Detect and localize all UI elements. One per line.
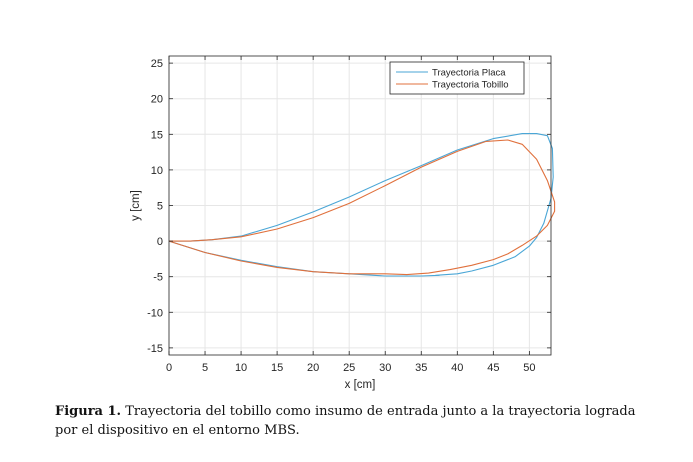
- y-tick-label: 0: [157, 236, 163, 248]
- y-tick-label: 20: [151, 94, 163, 106]
- legend-label-tobillo: Trayectoria Tobillo: [432, 80, 509, 91]
- x-tick-label: 45: [487, 362, 499, 374]
- y-tick-label: 5: [157, 201, 163, 213]
- x-axis-label: x [cm]: [345, 379, 376, 391]
- x-tick-label: 35: [415, 362, 427, 374]
- grid: [168, 56, 551, 355]
- x-tick-label: 30: [379, 362, 391, 374]
- series-line-placa: [168, 133, 554, 277]
- x-tick-label: 25: [343, 362, 355, 374]
- x-tick-label: 10: [235, 362, 247, 374]
- y-tick-label: -5: [153, 272, 163, 284]
- y-tick-label: -15: [147, 343, 163, 355]
- x-tick-label: 5: [202, 362, 208, 374]
- y-tick-label: 25: [151, 58, 163, 70]
- x-tick-label: 20: [307, 362, 319, 374]
- series-line-tobillo: [168, 139, 556, 276]
- plot-lines: [168, 133, 556, 277]
- legend: Trayectoria Placa Trayectoria Tobillo: [389, 61, 525, 95]
- legend-label-placa: Trayectoria Placa: [432, 68, 506, 79]
- legend-box: [389, 61, 525, 95]
- y-tick-label: 10: [151, 165, 163, 177]
- y-tick-label: 15: [151, 129, 163, 141]
- figure-caption: Figura 1. Trayectoria del tobillo como i…: [55, 403, 655, 440]
- x-tick-label: 15: [271, 362, 283, 374]
- y-axis-label: y [cm]: [130, 190, 142, 221]
- x-tick-label: 50: [523, 362, 535, 374]
- x-tick-label: 0: [166, 362, 172, 374]
- y-tick-label: -10: [147, 307, 163, 319]
- x-tick-label: 40: [451, 362, 463, 374]
- caption-text: Trayectoria del tobillo como insumo de e…: [55, 404, 636, 438]
- caption-label: Figura 1.: [55, 404, 122, 419]
